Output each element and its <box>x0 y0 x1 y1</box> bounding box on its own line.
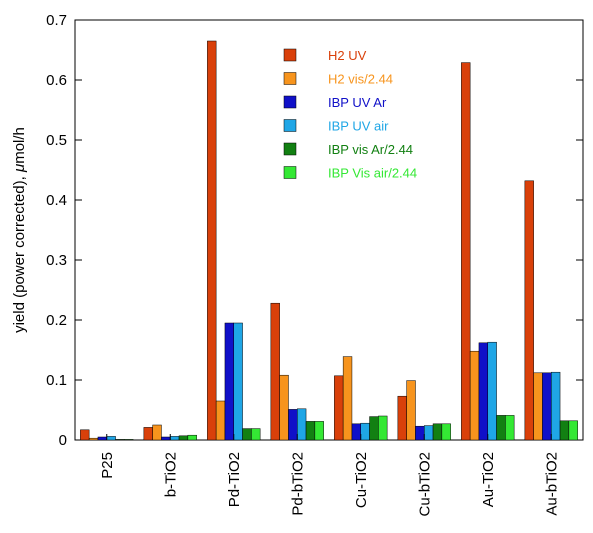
x-axis: P25 b-TiO2 Pd-TiO2 Pd-bTiO2 Cu-TiO2 Cu-bTiO2 A… <box>99 434 560 516</box>
y-axis-label-unit: mol/h <box>11 127 28 164</box>
bar-Pd-TiO2-H2-vis-2-44 <box>215 400 226 441</box>
bar-b-TiO2-H2-vis-2-44 <box>152 424 162 441</box>
bar-P25-H2-vis-2-44 <box>88 437 99 441</box>
bar-Cu-TiO2-IBP-Vis-air-2-44 <box>378 415 388 441</box>
bar-Au-bTiO2-H2-UV <box>524 180 534 441</box>
legend-label: IBP UV air <box>328 119 389 134</box>
bar-Pd-TiO2-IBP-Vis-air-2-44 <box>251 428 261 441</box>
bar-Au-TiO2-IBP-UV-Ar <box>478 342 489 441</box>
bar-P25-H2-UV <box>80 429 90 441</box>
legend-label: H2 vis/2.44 <box>328 72 393 87</box>
bar-Cu-bTiO2-H2-UV <box>397 395 407 441</box>
bar-b-TiO2-IBP-vis-Ar-2-44 <box>178 435 189 441</box>
bar-Au-bTiO2-IBP-vis-Ar-2-44 <box>559 420 570 441</box>
bar-Cu-TiO2-IBP-UV-Ar <box>351 423 362 441</box>
bar-Pd-TiO2-IBP-UV-Ar <box>224 322 234 441</box>
bar-Cu-TiO2-IBP-vis-Ar-2-44 <box>369 416 379 441</box>
y-tick-label: 0.5 <box>46 132 67 149</box>
bar-Au-TiO2-IBP-UV-air <box>487 341 497 441</box>
x-category-label: b-TiO2 <box>162 452 179 497</box>
bars-group <box>80 40 578 441</box>
legend-swatch <box>283 48 297 62</box>
bar-Pd-bTiO2-IBP-UV-air <box>297 408 307 441</box>
y-axis-label-mu: μ <box>11 164 28 173</box>
plot-area <box>74 19 584 441</box>
bar-b-TiO2-IBP-UV-Ar <box>161 436 171 441</box>
x-category-label: Au-TiO2 <box>480 452 497 507</box>
bar-Cu-bTiO2-IBP-UV-air <box>424 425 434 441</box>
bar-P25-IBP-Vis-air-2-44 <box>124 439 134 441</box>
legend-label: IBP UV Ar <box>328 95 387 110</box>
legend-label: IBP Vis air/2.44 <box>328 166 417 181</box>
bar-Pd-bTiO2-H2-vis-2-44 <box>279 374 289 441</box>
legend-swatch <box>283 166 297 179</box>
y-tick-label: 0.3 <box>46 252 67 269</box>
x-category-label: Au-bTiO2 <box>543 452 560 516</box>
bar-P25-IBP-UV-air <box>106 436 116 441</box>
bar-b-TiO2-IBP-Vis-air-2-44 <box>187 434 197 441</box>
bar-Pd-bTiO2-H2-UV <box>270 302 280 441</box>
bar-Cu-TiO2-H2-UV <box>334 375 344 441</box>
bar-Cu-TiO2-H2-vis-2-44 <box>342 356 353 441</box>
y-axis: 0 0.1 0.2 0.3 0.4 0.5 0.6 0.7 <box>46 12 583 449</box>
y-axis-label-prefix: yield (power corrected), <box>11 172 28 333</box>
bar-Au-bTiO2-IBP-Vis-air-2-44 <box>568 420 578 441</box>
bar-Pd-TiO2-H2-UV <box>207 40 217 441</box>
bar-Au-TiO2-H2-vis-2-44 <box>469 350 480 441</box>
bar-P25-IBP-vis-Ar-2-44 <box>115 439 125 441</box>
bar-Pd-bTiO2-IBP-UV-Ar <box>288 409 298 441</box>
bar-Pd-TiO2-IBP-vis-Ar-2-44 <box>242 428 252 441</box>
bar-Au-TiO2-IBP-vis-Ar-2-44 <box>496 415 506 441</box>
bar-Au-bTiO2-IBP-UV-air <box>551 371 561 441</box>
y-tick-label: 0 <box>59 432 67 449</box>
x-category-label: Pd-TiO2 <box>226 452 243 507</box>
legend-label: H2 UV <box>328 48 367 63</box>
x-category-label: Pd-bTiO2 <box>289 452 306 516</box>
y-tick-label: 0.1 <box>46 372 67 389</box>
x-category-label: P25 <box>99 452 116 479</box>
legend-swatch <box>283 72 297 85</box>
bar-P25-IBP-UV-Ar <box>97 436 107 441</box>
bar-Pd-bTiO2-IBP-Vis-air-2-44 <box>314 421 324 441</box>
y-tick-label: 0.2 <box>46 312 67 329</box>
bar-Cu-bTiO2-IBP-UV-Ar <box>415 425 425 441</box>
bar-b-TiO2-H2-UV <box>143 427 153 441</box>
bar-Au-bTiO2-IBP-UV-Ar <box>542 372 552 441</box>
x-category-label: Cu-bTiO2 <box>416 452 433 516</box>
bar-b-TiO2-IBP-UV-air <box>170 436 180 441</box>
y-tick-label: 0.4 <box>46 192 67 209</box>
y-axis-label: yield (power corrected), μmol/h <box>11 127 28 333</box>
bar-Au-bTiO2-H2-vis-2-44 <box>533 372 543 441</box>
legend-swatch <box>283 142 297 156</box>
bar-Au-TiO2-H2-UV <box>461 62 471 441</box>
legend-label: IBP vis Ar/2.44 <box>328 142 413 157</box>
bar-Cu-bTiO2-H2-vis-2-44 <box>406 380 416 441</box>
bar-Cu-TiO2-IBP-UV-air <box>360 422 370 441</box>
bar-Pd-bTiO2-IBP-vis-Ar-2-44 <box>305 421 316 441</box>
bar-Cu-bTiO2-IBP-Vis-air-2-44 <box>441 423 451 441</box>
bar-Cu-bTiO2-IBP-vis-Ar-2-44 <box>432 423 443 441</box>
bar-Pd-TiO2-IBP-UV-air <box>233 322 243 441</box>
bar-Au-TiO2-IBP-Vis-air-2-44 <box>505 415 515 441</box>
legend: H2 UV H2 vis/2.44 IBP UV Ar IBP UV air IBP v… <box>283 48 417 181</box>
legend-swatch <box>283 119 297 132</box>
legend-swatch <box>283 95 297 109</box>
x-category-label: Cu-TiO2 <box>353 452 370 508</box>
y-tick-label: 0.7 <box>46 12 67 29</box>
y-tick-label: 0.6 <box>46 72 67 89</box>
